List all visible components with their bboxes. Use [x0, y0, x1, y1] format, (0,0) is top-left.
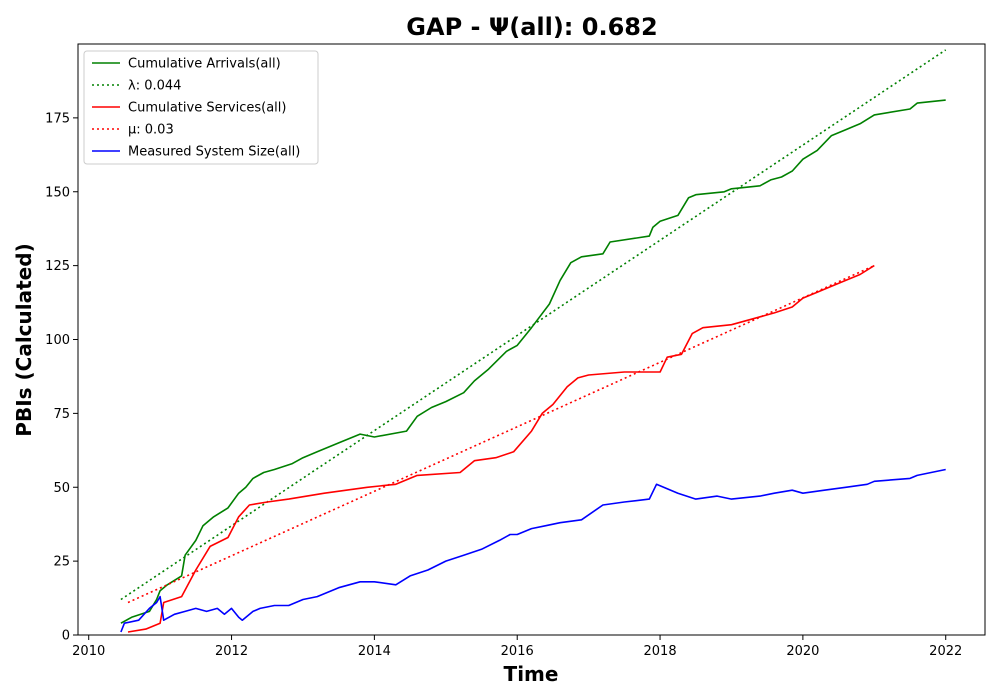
series-line-4: [120, 468, 946, 633]
y-tick-label-6: 150: [45, 185, 70, 200]
plot-area: [120, 49, 947, 633]
y-tick-label-5: 125: [45, 259, 70, 274]
legend-label-1: λ: 0.044: [128, 79, 181, 94]
y-tick-label-0: 0: [62, 629, 70, 644]
x-tick-label-3: 2016: [501, 644, 534, 659]
x-tick-label-0: 2010: [72, 644, 105, 659]
series-line-3: [127, 264, 875, 604]
legend-label-3: μ: 0.03: [128, 123, 174, 138]
y-tick-label-3: 75: [53, 407, 70, 422]
x-tick-label-4: 2018: [644, 644, 677, 659]
series-line-1: [120, 49, 947, 601]
chart-title: GAP - Ψ(all): 0.682: [406, 13, 657, 41]
legend-label-4: Measured System Size(all): [128, 145, 300, 160]
legend-label-0: Cumulative Arrivals(all): [128, 57, 281, 72]
x-tick-label-5: 2020: [786, 644, 819, 659]
series-line-0: [120, 99, 946, 624]
y-tick-label-4: 100: [45, 333, 70, 348]
series-line-2: [127, 264, 875, 633]
x-tick-label-2: 2014: [358, 644, 391, 659]
axes: 2010 2012 2014 2016 2018 2020 2022 0 25 50 75 100 12…: [45, 111, 962, 659]
y-tick-label-2: 50: [53, 481, 70, 496]
legend: Cumulative Arrivals(all) λ: 0.044 Cumulati…: [83, 50, 319, 165]
legend-box: [83, 50, 319, 165]
y-tick-label-1: 25: [53, 555, 70, 570]
x-axis-title: Time: [504, 662, 559, 686]
legend-label-2: Cumulative Services(all): [128, 101, 286, 116]
x-tick-label-6: 2022: [929, 644, 962, 659]
y-axis-title: PBIs (Calculated): [12, 243, 36, 436]
y-tick-label-7: 175: [45, 111, 70, 126]
x-tick-label-1: 2012: [215, 644, 248, 659]
